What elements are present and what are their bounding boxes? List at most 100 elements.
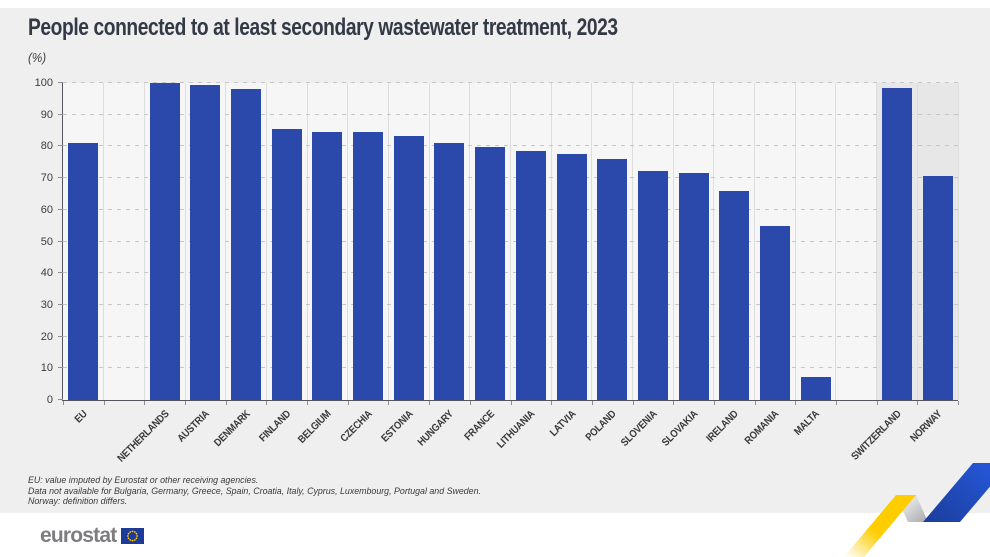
column-separator (713, 83, 715, 400)
column-separator (469, 83, 471, 400)
gridline (63, 367, 958, 369)
bar-denmark (231, 89, 262, 400)
x-axis-tick-mark (429, 401, 431, 405)
y-axis-tick-label: 80 (40, 140, 53, 153)
column-separator (387, 83, 389, 400)
x-axis-tick-mark (835, 401, 837, 405)
y-axis-tick-mark (58, 208, 63, 210)
x-axis-tick-mark (551, 401, 553, 405)
plot-area: 0 10 20 30 40 50 60 70 80 90 100 EU NETHERLANDS AUSTR… (35, 77, 959, 464)
eu-flag-icon (121, 527, 145, 544)
y-axis-tick-label: 10 (40, 362, 53, 375)
column-separator (265, 83, 267, 400)
eurostat-logo-text: eurostat (40, 524, 117, 547)
bar-france (475, 147, 506, 400)
column-separator (672, 83, 674, 400)
bar-slovenia (637, 170, 668, 400)
gridline (63, 177, 958, 179)
y-axis-tick-label: 40 (40, 267, 53, 280)
column-separator (916, 83, 918, 400)
y-axis-tick-mark (58, 177, 63, 179)
bar-austria (190, 84, 221, 400)
column-separator (347, 83, 349, 400)
x-axis-tick-mark (63, 401, 64, 405)
column-separator (876, 83, 878, 400)
y-axis-tick-mark (58, 335, 63, 337)
y-axis-tick-mark (58, 367, 63, 369)
bar-switzerland (881, 87, 912, 400)
y-axis-tick-label: 0 (46, 394, 53, 406)
column-separator (428, 83, 430, 400)
bar-norway (922, 175, 953, 400)
column-separator (103, 83, 105, 400)
gridline (63, 113, 958, 115)
column-separator (591, 83, 593, 400)
x-axis-tick-mark (876, 401, 878, 405)
bar-eu (68, 142, 99, 400)
gridline (63, 240, 958, 242)
bar-romania (759, 225, 790, 400)
x-axis-tick-mark (510, 401, 512, 405)
y-axis-tick-label: 50 (40, 235, 53, 248)
column-separator (754, 83, 756, 400)
x-axis-tick-mark (469, 401, 471, 405)
y-axis-tick-mark (58, 82, 63, 83)
bar-finland (271, 129, 302, 400)
x-axis-tick-mark (795, 401, 797, 405)
y-axis-tick-label: 30 (40, 298, 53, 311)
gridline (63, 82, 958, 83)
x-axis-tick-mark (713, 401, 715, 405)
column-separator (184, 83, 186, 400)
gridline (63, 335, 958, 337)
y-axis-tick-mark (58, 399, 63, 400)
y-axis-tick-mark (58, 145, 63, 147)
gridline (63, 272, 958, 274)
x-axis-tick-mark (754, 401, 756, 405)
column-separator (957, 83, 959, 400)
y-axis-tick-mark (58, 272, 63, 274)
gridline (63, 303, 958, 305)
bar-lithuania (515, 151, 546, 400)
x-axis-tick-mark (266, 401, 268, 405)
x-axis-tick-mark (347, 401, 349, 405)
ribbon-decoration (844, 463, 990, 557)
bar-latvia (556, 154, 587, 400)
x-axis-tick-mark (958, 401, 959, 405)
gridline (63, 145, 958, 147)
eurostat-logo: eurostat (40, 524, 145, 547)
chart-unit-label: (%) (28, 50, 47, 65)
footnote-availability: Data not available for Bulgaria, Germany… (28, 485, 481, 497)
column-separator (306, 83, 308, 400)
x-axis-tick-mark (185, 401, 187, 405)
x-axis-tick-mark (388, 401, 390, 405)
x-axis-tick-mark (917, 401, 919, 405)
ribbon-blue-band (923, 463, 990, 522)
bar-estonia (393, 136, 424, 400)
bar-netherlands (149, 83, 180, 400)
column-separator (225, 83, 227, 400)
column-separator (143, 83, 145, 400)
y-axis-tick-label: 70 (40, 172, 53, 185)
gridline (63, 208, 958, 210)
column-separator (550, 83, 552, 400)
column-separator (794, 83, 796, 400)
bar-poland (597, 159, 628, 400)
ribbon-yellow-band (844, 495, 916, 557)
y-axis-tick-mark (58, 113, 63, 115)
y-axis-tick-mark (58, 240, 63, 242)
x-axis-tick-mark (673, 401, 675, 405)
y-axis-tick-label: 60 (40, 203, 53, 216)
x-axis-tick-mark (591, 401, 593, 405)
bar-malta (800, 376, 831, 400)
y-axis-tick-label: 90 (40, 108, 53, 121)
bar-slovakia (678, 173, 709, 400)
x-axis-tick-mark (225, 401, 227, 405)
bar-belgium (312, 131, 343, 400)
column-separator (632, 83, 634, 400)
x-axis-tick-mark (144, 401, 146, 405)
x-axis-tick-mark (632, 401, 634, 405)
x-axis-tick-mark (307, 401, 309, 405)
bar-ireland (719, 190, 750, 400)
y-axis-tick-mark (58, 303, 63, 305)
